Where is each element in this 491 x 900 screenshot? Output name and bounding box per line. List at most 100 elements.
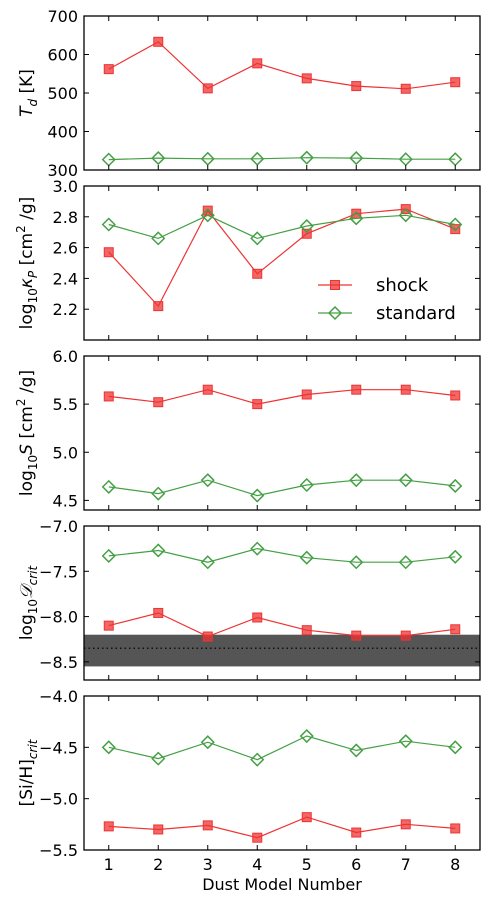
- y-tick-label: −5.5: [39, 841, 78, 860]
- y-axis-label-part: P: [26, 270, 40, 278]
- y-axis-label-part: /g]: [17, 197, 37, 226]
- point-standard-6: [349, 555, 364, 570]
- y-axis-label-part: [Si/H]: [17, 759, 37, 806]
- point-standard-8: [448, 478, 463, 493]
- point-shock-1: [103, 391, 114, 402]
- point-shock-4: [252, 58, 263, 69]
- y-axis-label-part: d: [26, 99, 40, 107]
- y-tick-label: −7.0: [39, 517, 78, 536]
- point-shock-5: [301, 389, 312, 400]
- panel-5: −5.5 −5.0 −4.5 −4.0 1 2 3 4 5 6 7 8 Dust Model Numbe…: [17, 687, 481, 894]
- point-shock-8: [450, 823, 461, 834]
- series-line-shock: [108, 612, 456, 638]
- y-tick-label: 5.5: [53, 395, 78, 414]
- point-shock-5: [301, 73, 312, 84]
- point-standard-5: [299, 550, 314, 565]
- point-shock-8: [450, 77, 461, 88]
- series-line-shock: [108, 41, 456, 90]
- point-standard-4: [250, 488, 265, 503]
- x-tick-label: 8: [450, 855, 460, 874]
- y-tick-label: 2.6: [53, 239, 78, 258]
- point-shock-5: [301, 228, 312, 239]
- y-tick-label: −4.0: [39, 687, 78, 706]
- y-axis-label-part: 10: [26, 455, 40, 470]
- y-axis-label-part: log: [17, 614, 37, 640]
- point-shock-8: [450, 624, 461, 635]
- point-standard-4: [250, 541, 265, 556]
- point-standard-8: [448, 549, 463, 564]
- y-tick-label: 600: [47, 46, 78, 65]
- y-tick-label: 3.0: [53, 177, 78, 196]
- point-standard-2: [151, 151, 166, 166]
- y-tick-label: −7.5: [39, 562, 78, 581]
- point-standard-8: [448, 740, 463, 755]
- point-shock-1: [103, 64, 114, 75]
- y-axis-label-part: /g]: [17, 370, 37, 399]
- point-shock-2: [153, 607, 164, 618]
- series-line-standard: [108, 547, 456, 563]
- point-shock-4: [252, 612, 263, 623]
- point-standard-5: [299, 728, 314, 744]
- point-shock-2: [153, 824, 164, 835]
- y-axis-label: Td [K]: [17, 69, 40, 117]
- point-shock-7: [400, 819, 411, 830]
- x-tick-label: 7: [401, 855, 411, 874]
- y-axis-label-part: crit: [26, 565, 40, 586]
- y-axis-label-part: 2: [14, 398, 28, 406]
- legend-label-standard: standard: [376, 303, 456, 324]
- shaded-band: [84, 634, 480, 667]
- legend-label-shock: shock: [376, 275, 429, 296]
- point-shock-4: [252, 268, 263, 279]
- point-shock-5: [301, 812, 312, 823]
- y-tick-label: 2.8: [53, 208, 78, 227]
- point-shock-2: [153, 397, 164, 408]
- point-shock-6: [351, 630, 362, 641]
- y-axis-label: log10𝒟crit: [17, 565, 40, 641]
- point-standard-7: [398, 734, 413, 749]
- point-shock-8: [450, 390, 461, 401]
- point-standard-8: [448, 217, 463, 232]
- y-axis-label-part: 𝒟: [17, 582, 37, 599]
- series-line-standard: [108, 214, 456, 240]
- point-standard-5: [299, 150, 314, 165]
- point-standard-4: [250, 231, 265, 246]
- y-tick-label: 2.2: [53, 300, 78, 319]
- y-axis-label-part: 2: [14, 225, 28, 233]
- point-shock-7: [400, 384, 411, 395]
- point-shock-6: [351, 208, 362, 219]
- point-standard-2: [151, 751, 166, 766]
- point-standard-3: [200, 735, 215, 750]
- point-standard-2: [151, 486, 166, 501]
- series-line-standard: [108, 157, 456, 161]
- point-standard-4: [250, 752, 265, 767]
- point-standard-1: [101, 479, 116, 494]
- point-shock-3: [202, 820, 213, 831]
- point-shock-1: [103, 821, 114, 832]
- point-standard-6: [349, 743, 364, 758]
- y-tick-label: −8.0: [39, 608, 78, 627]
- point-shock-7: [400, 630, 411, 641]
- y-axis-label-part: S: [17, 444, 37, 455]
- plot-frame: [83, 525, 481, 681]
- y-axis-label-part: log: [17, 303, 37, 329]
- y-axis-label-part: [cm: [17, 233, 37, 271]
- x-tick-label: 6: [351, 855, 361, 874]
- y-tick-label: 5.0: [53, 443, 78, 462]
- y-tick-label: −5.0: [39, 790, 78, 809]
- point-shock-3: [202, 205, 213, 216]
- y-axis-label-part: crit: [26, 738, 40, 759]
- point-standard-1: [101, 548, 116, 563]
- plot-frame: [83, 15, 481, 171]
- point-shock-2: [153, 301, 164, 312]
- series-line-shock: [108, 208, 456, 308]
- point-shock-3: [202, 384, 213, 395]
- point-shock-3: [202, 83, 213, 94]
- y-axis-label: log10κP [cm2 /g]: [14, 197, 40, 330]
- point-shock-6: [351, 81, 362, 92]
- point-shock-8: [450, 224, 461, 235]
- point-standard-3: [200, 473, 215, 488]
- x-tick-label: 4: [252, 855, 262, 874]
- series-line-shock: [108, 389, 456, 405]
- legend: shock standard: [318, 275, 456, 324]
